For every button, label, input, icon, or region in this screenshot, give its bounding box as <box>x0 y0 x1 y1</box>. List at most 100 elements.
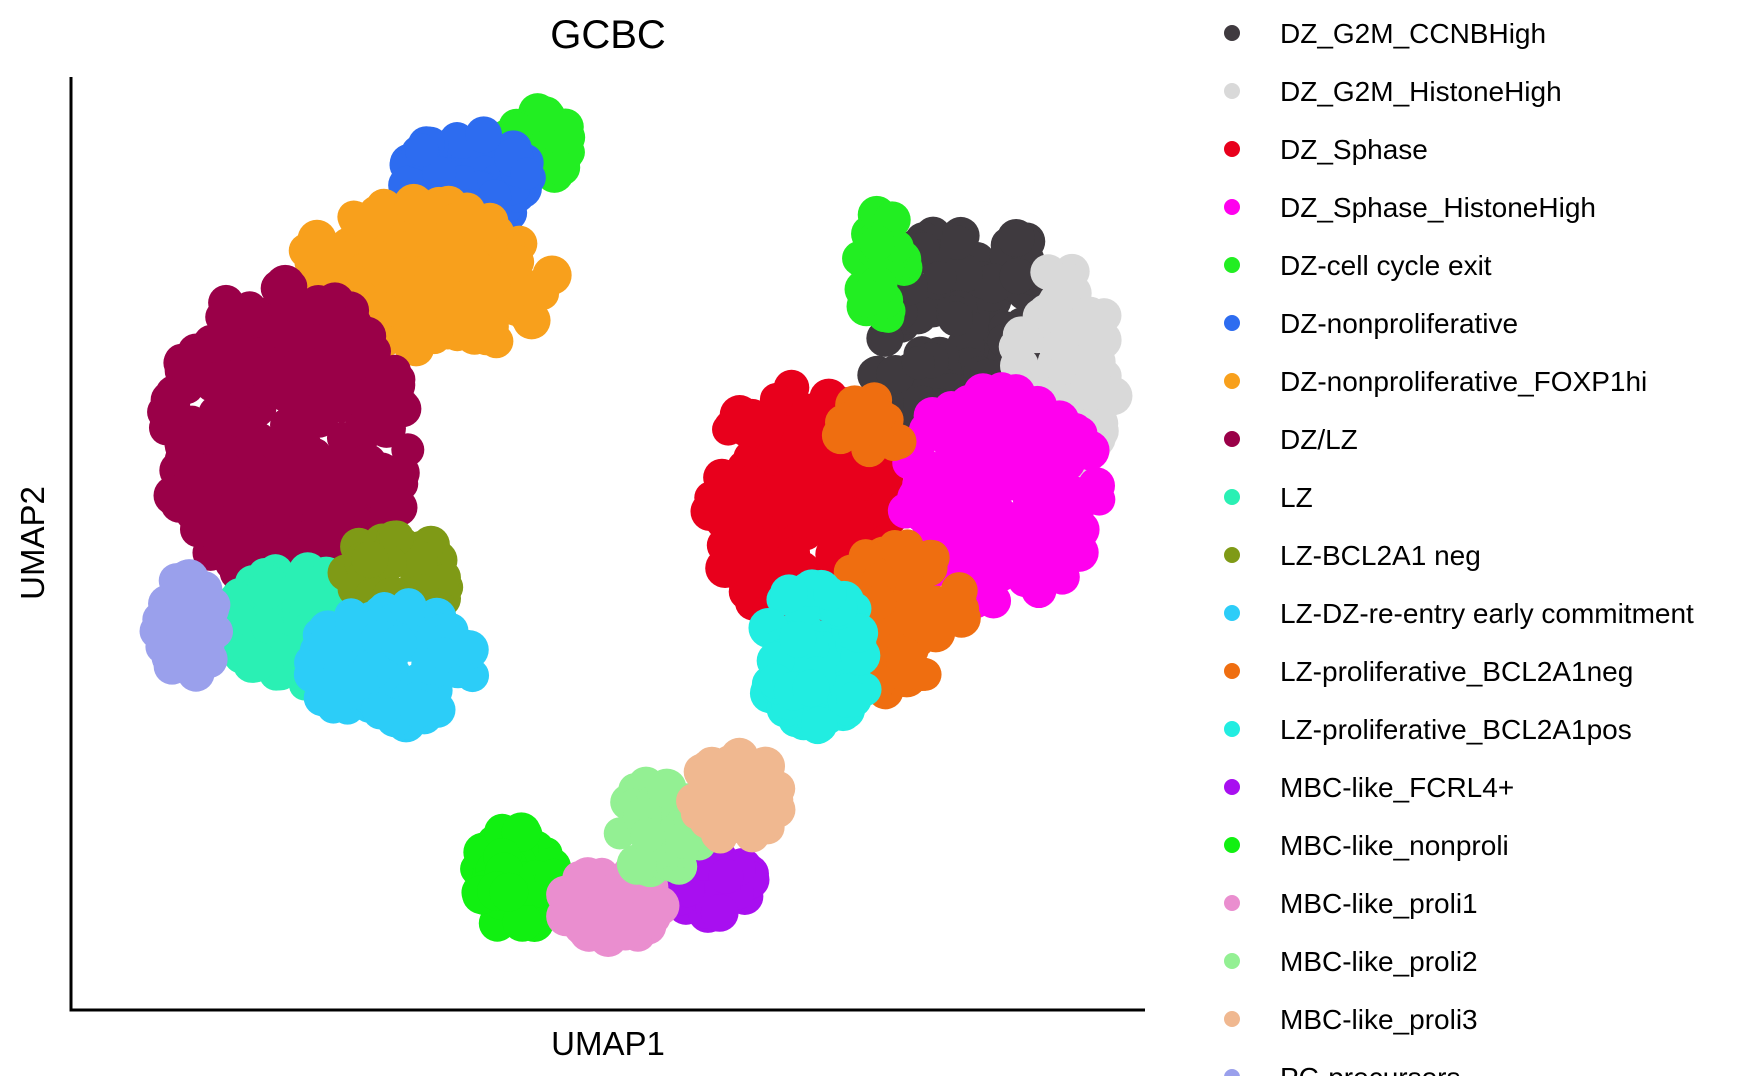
y-axis-label: UMAP2 <box>14 486 51 600</box>
legend-item: DZ_Sphase_HistoneHigh <box>1224 192 1596 223</box>
data-point <box>932 407 968 443</box>
data-point <box>1078 467 1115 505</box>
data-point <box>489 872 529 912</box>
data-point <box>905 657 939 691</box>
legend-marker <box>1224 721 1240 737</box>
data-point <box>169 559 209 599</box>
chart-title: GCBC <box>550 13 666 57</box>
data-point <box>290 519 328 558</box>
legend-item: DZ-nonproliferative <box>1224 308 1518 339</box>
data-point <box>937 301 974 337</box>
data-point <box>250 610 285 644</box>
data-point <box>422 156 457 191</box>
points-layer <box>139 93 1133 957</box>
data-point <box>1008 561 1045 598</box>
legend-marker <box>1224 953 1240 969</box>
data-point <box>800 706 838 743</box>
data-point <box>914 492 948 526</box>
legend-marker <box>1224 25 1240 41</box>
data-point <box>332 377 371 415</box>
data-point <box>1011 434 1045 468</box>
data-point <box>500 245 535 279</box>
data-point <box>939 512 979 552</box>
data-point <box>512 301 551 340</box>
data-point <box>390 588 427 625</box>
data-point <box>779 620 817 658</box>
data-point <box>700 894 739 932</box>
legend-item: MBC-like_proli2 <box>1224 946 1478 977</box>
data-point <box>394 184 434 225</box>
data-point <box>278 316 317 354</box>
data-point <box>465 116 503 154</box>
legend-item: DZ_G2M_CCNBHigh <box>1224 18 1546 49</box>
data-point <box>563 865 598 900</box>
data-point <box>338 467 378 507</box>
data-point <box>999 257 1036 295</box>
data-point <box>792 669 830 708</box>
data-point <box>402 273 442 313</box>
data-point <box>251 523 291 563</box>
series-7 <box>147 264 425 613</box>
legend-label: LZ <box>1280 482 1313 513</box>
legend-label: PC-precursors <box>1280 1062 1460 1076</box>
legend-marker <box>1224 779 1240 795</box>
data-point <box>380 625 417 662</box>
data-point <box>566 913 600 947</box>
data-point <box>476 310 509 344</box>
data-point <box>337 200 371 234</box>
legend-marker <box>1224 895 1240 911</box>
data-point <box>284 563 324 603</box>
data-point <box>193 362 234 403</box>
legend-label: DZ_G2M_CCNBHigh <box>1280 18 1546 49</box>
legend-item: DZ_Sphase <box>1224 134 1428 165</box>
data-point <box>812 482 851 521</box>
data-point <box>941 598 981 638</box>
data-point <box>711 463 749 501</box>
legend-label: DZ_G2M_HistoneHigh <box>1280 76 1562 107</box>
legend-marker <box>1224 489 1240 505</box>
legend-label: MBC-like_proli3 <box>1280 1004 1478 1035</box>
series-14 <box>460 812 574 942</box>
data-point <box>248 570 287 610</box>
legend-item: MBC-like_nonproli <box>1224 830 1509 861</box>
legend-item: LZ-DZ-re-entry early commitment <box>1224 598 1694 629</box>
legend-label: LZ-BCL2A1 neg <box>1280 540 1481 571</box>
data-point <box>275 482 311 518</box>
data-point <box>339 662 379 702</box>
legend-label: DZ_Sphase_HistoneHigh <box>1280 192 1596 223</box>
data-point <box>297 219 337 259</box>
data-point <box>399 689 438 728</box>
data-point <box>450 245 490 285</box>
legend-marker <box>1224 315 1240 331</box>
data-point <box>436 203 474 241</box>
legend-label: DZ-cell cycle exit <box>1280 250 1492 281</box>
legend-item: LZ-proliferative_BCL2A1neg <box>1224 656 1633 687</box>
data-point <box>727 517 766 556</box>
series-9 <box>327 520 464 634</box>
data-point <box>836 681 872 718</box>
data-point <box>316 689 351 724</box>
data-point <box>1073 378 1107 412</box>
data-point <box>1028 294 1063 329</box>
data-point <box>776 437 813 475</box>
legend-item: DZ-cell cycle exit <box>1224 250 1492 281</box>
data-point <box>1041 325 1079 363</box>
data-point <box>542 151 577 186</box>
legend-label: DZ/LZ <box>1280 424 1358 455</box>
data-point <box>847 279 886 318</box>
series-3 <box>887 372 1116 619</box>
data-point <box>813 576 847 611</box>
legend-item: PC-precursors <box>1224 1062 1460 1076</box>
data-point <box>405 133 439 167</box>
legend-label: MBC-like_proli2 <box>1280 946 1478 977</box>
data-point <box>448 301 485 338</box>
data-point <box>510 270 547 307</box>
data-point <box>233 429 267 463</box>
data-point <box>736 561 773 598</box>
legend-marker <box>1224 1069 1240 1076</box>
data-point <box>843 409 881 447</box>
series-10 <box>293 588 490 743</box>
legend-marker <box>1224 1011 1240 1027</box>
data-point <box>1071 296 1109 334</box>
data-point <box>733 398 772 437</box>
